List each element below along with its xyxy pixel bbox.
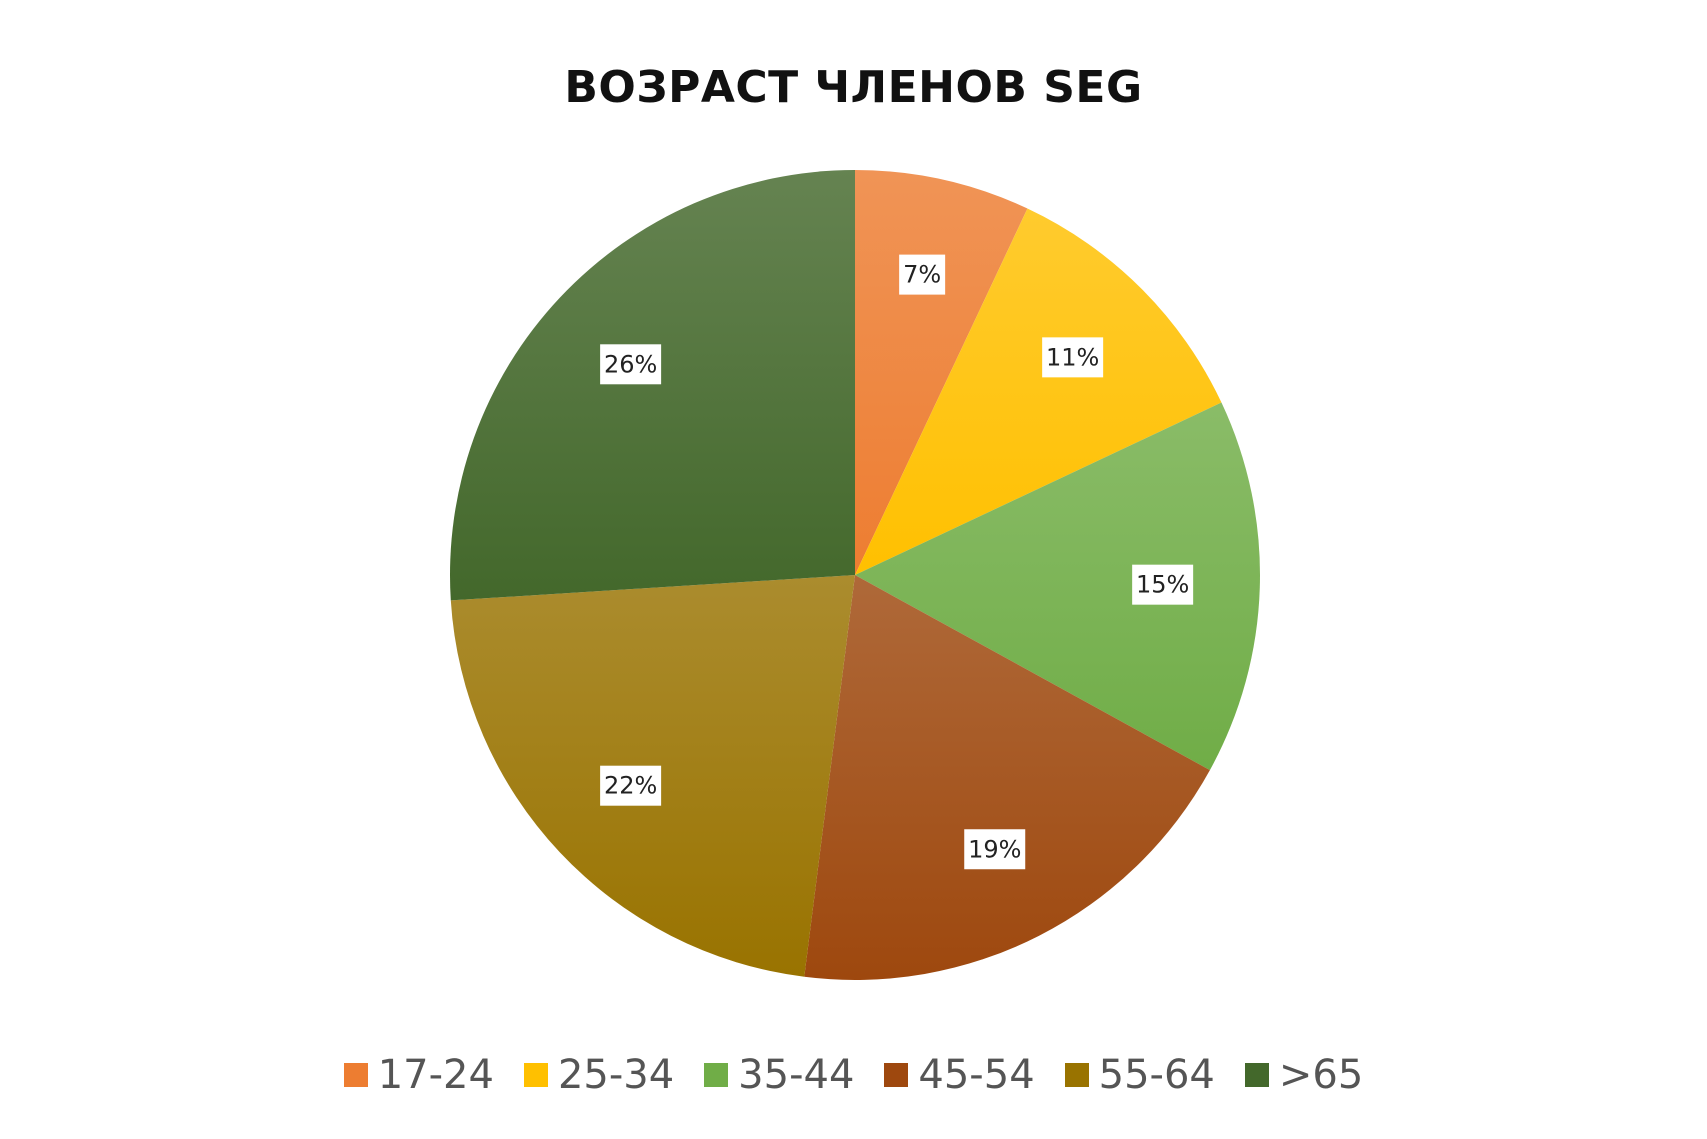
legend-item: 17-24	[343, 1052, 494, 1098]
legend-swatch	[343, 1063, 368, 1087]
legend-swatch	[523, 1063, 548, 1087]
data-label-text: 7%	[903, 261, 941, 289]
legend-item: 55-64	[1064, 1052, 1215, 1098]
pie-slice-17-24	[855, 170, 1028, 575]
pie-slice-25-34	[855, 208, 1222, 575]
legend-swatch	[884, 1063, 909, 1087]
legend-swatch	[1064, 1063, 1089, 1087]
data-label-box	[1132, 564, 1194, 605]
pie-slice-65-plus	[450, 170, 855, 601]
pie-slice-45-54	[804, 575, 1210, 980]
data-label-box	[600, 344, 662, 385]
legend-item: 25-34	[523, 1052, 675, 1098]
legend-swatch	[1244, 1063, 1269, 1087]
legend-label: >65	[1278, 1052, 1364, 1098]
data-label: 15%	[1132, 564, 1194, 605]
data-label-box	[600, 765, 662, 806]
data-label-text: 11%	[1046, 343, 1099, 371]
legend-label: 45-54	[918, 1052, 1035, 1098]
data-label-text: 15%	[1136, 571, 1189, 599]
data-label-text: 26%	[604, 350, 657, 378]
legend-item: 45-54	[884, 1052, 1035, 1098]
pie-slice-35-44	[855, 402, 1260, 771]
data-label: 26%	[600, 344, 662, 385]
data-label: 22%	[600, 765, 662, 806]
legend-label: 55-64	[1098, 1052, 1215, 1098]
legend-item: 35-44	[704, 1052, 854, 1098]
data-label: 11%	[1042, 337, 1104, 378]
data-label: 7%	[899, 254, 946, 295]
data-label-text: 19%	[968, 835, 1021, 863]
data-label: 19%	[964, 829, 1026, 870]
data-label-box	[899, 254, 946, 295]
chart-title: ВОЗРАСТ ЧЛЕНОВ SEG	[564, 62, 1143, 113]
legend-label: 25-34	[557, 1052, 675, 1098]
legend-label: 17-24	[377, 1052, 494, 1098]
data-label-box	[1042, 337, 1104, 378]
legend-label: 35-44	[738, 1052, 855, 1098]
legend-item: >65	[1244, 1052, 1364, 1098]
legend-swatch	[704, 1063, 729, 1087]
legend: 17-24 25-34 35-44 45-54 55-64 >65	[0, 1052, 1707, 1098]
data-label-text: 22%	[604, 772, 657, 800]
data-label-box	[964, 829, 1026, 870]
